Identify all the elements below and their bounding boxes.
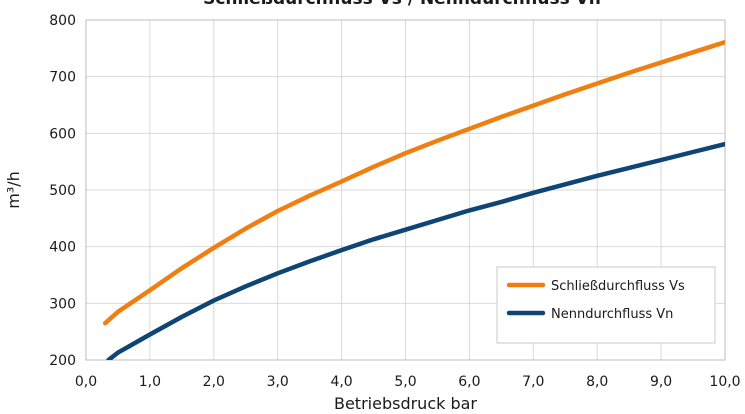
y-tick-label: 200 xyxy=(49,353,76,369)
x-tick-label: 2,0 xyxy=(203,374,225,390)
x-tick-label: 8,0 xyxy=(586,374,608,390)
series-line-2 xyxy=(106,141,725,360)
series-line-1 xyxy=(102,39,725,326)
x-tick-label: 0,0 xyxy=(75,374,97,390)
y-axis-label: m³/h xyxy=(4,171,23,209)
y-tick-label: 800 xyxy=(49,13,76,29)
legend-entry: Nenndurchfluss Vn xyxy=(551,307,673,322)
series-layer xyxy=(102,39,725,360)
x-tick-label: 9,0 xyxy=(650,374,672,390)
x-tick-label: 7,0 xyxy=(522,374,544,390)
plot-area xyxy=(85,19,726,361)
y-tick-label: 500 xyxy=(49,183,76,199)
legend-box xyxy=(496,266,716,344)
y-tick-label: 700 xyxy=(49,70,76,86)
x-tick-label: 1,0 xyxy=(139,374,161,390)
y-axis-ticks: 200 300 400 500 600 700 800 xyxy=(49,13,76,369)
legend-entry: Schließdurchfluss Vs xyxy=(551,279,685,294)
y-tick-label: 300 xyxy=(49,296,76,312)
x-tick-label: 4,0 xyxy=(330,374,352,390)
x-axis-label: Betriebsdruck bar xyxy=(334,394,477,413)
legend: Schließdurchfluss Vs Nenndurchfluss Vn xyxy=(496,266,716,344)
x-tick-label: 6,0 xyxy=(458,374,480,390)
x-axis-ticks: 0,0 1,0 2,0 3,0 4,0 5,0 6,0 7,0 8,0 9,0 10,0 xyxy=(75,374,741,390)
x-tick-label: 5,0 xyxy=(394,374,416,390)
chart-title: Schließdurchfluss Vs / Nenndurchfluss Vn xyxy=(203,0,601,9)
y-tick-label: 400 xyxy=(49,240,76,256)
y-tick-label: 600 xyxy=(49,126,76,142)
x-tick-label: 10,0 xyxy=(709,374,740,390)
x-tick-label: 3,0 xyxy=(267,374,289,390)
